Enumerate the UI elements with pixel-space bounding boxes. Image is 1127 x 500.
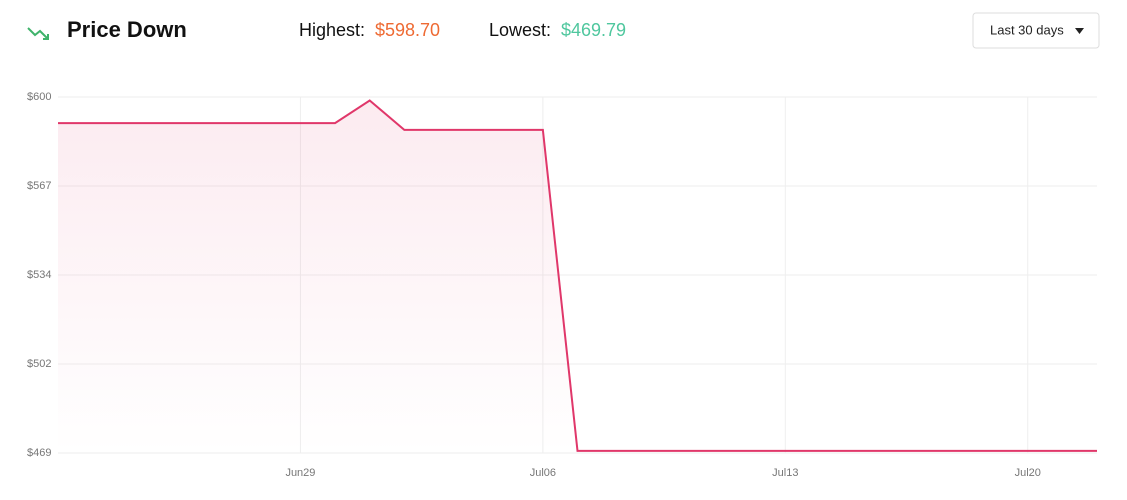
highest-label: Highest:	[299, 20, 365, 40]
y-tick-label: $567	[27, 180, 51, 192]
range-dropdown[interactable]: Last 30 days	[972, 12, 1100, 49]
title: Price Down	[67, 17, 187, 42]
y-tick-label: $600	[27, 91, 51, 103]
x-tick-label: Jul20	[1015, 467, 1041, 479]
y-tick-label: $469	[27, 447, 51, 459]
dropdown-label[interactable]: Last 30 days	[990, 22, 1064, 37]
dropdown-caret[interactable]	[1075, 28, 1084, 34]
y-tick-label: $534	[27, 269, 51, 281]
trend-icon	[27, 27, 49, 40]
highest-value: $598.70	[375, 20, 440, 40]
x-tick-label: Jul13	[772, 467, 798, 479]
x-tick-label: Jun29	[285, 467, 315, 479]
price-line	[58, 99, 1097, 452]
dropdown-box[interactable]	[972, 12, 1100, 49]
y-tick-label: $502	[27, 358, 51, 370]
area	[58, 100, 1097, 453]
lowest-label: Lowest:	[489, 20, 551, 40]
x-tick-label: Jul06	[530, 467, 556, 479]
trend-icon-head	[43, 34, 49, 40]
lowest-value: $469.79	[561, 20, 626, 40]
